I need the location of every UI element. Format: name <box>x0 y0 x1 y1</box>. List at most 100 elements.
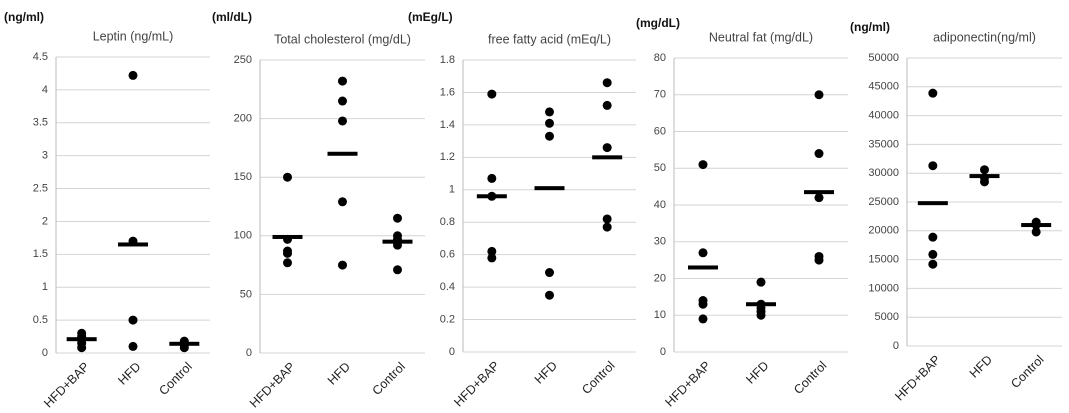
y-tick-label: 1 <box>42 281 48 293</box>
data-point <box>928 88 938 98</box>
x-tick-label: HFD+BAP <box>663 359 714 410</box>
data-point <box>928 161 938 171</box>
unit-label: (mEg/L) <box>408 10 453 24</box>
unit-label: (ng/ml) <box>850 20 890 34</box>
y-tick-label: 0 <box>660 346 666 358</box>
data-point <box>698 314 708 324</box>
data-point <box>814 255 824 265</box>
x-tick-label: HFD <box>967 353 995 381</box>
y-tick-label: 1 <box>449 184 455 196</box>
y-tick-label: 70 <box>654 89 666 101</box>
data-point <box>602 143 612 153</box>
data-point <box>487 89 497 99</box>
y-tick-label: 30 <box>654 236 666 248</box>
mean-bar <box>1021 223 1052 228</box>
mean-bar <box>969 174 1000 179</box>
data-point <box>1031 227 1041 237</box>
data-point <box>338 260 347 270</box>
data-point <box>698 299 708 309</box>
mean-bar <box>804 190 834 195</box>
y-tick-label: 0 <box>246 347 252 359</box>
data-point <box>128 70 138 80</box>
y-tick-label: 25000 <box>868 196 899 208</box>
data-point <box>283 258 292 268</box>
data-point <box>928 232 938 242</box>
data-point <box>928 259 938 269</box>
y-tick-label: 80 <box>654 52 666 64</box>
y-tick-label: 250 <box>234 54 252 66</box>
y-tick-label: 2 <box>42 215 48 227</box>
data-point <box>814 193 824 203</box>
mean-bar <box>272 234 303 239</box>
data-point <box>338 76 347 86</box>
y-tick-label: 0.6 <box>440 249 455 261</box>
x-tick-label: Control <box>370 360 408 398</box>
x-tick-label: Control <box>1008 353 1046 391</box>
mean-bar <box>169 341 200 346</box>
x-tick-label: HFD <box>325 360 353 388</box>
y-tick-label: 0.2 <box>440 313 455 325</box>
y-tick-label: 10000 <box>868 282 899 294</box>
y-tick-label: 4 <box>42 84 48 96</box>
chart-title: Leptin (ng/mL) <box>93 29 174 43</box>
data-point <box>545 107 554 117</box>
y-tick-label: 35000 <box>868 138 899 150</box>
mean-bar <box>592 155 623 160</box>
data-point <box>487 173 497 183</box>
y-tick-label: 20 <box>654 272 666 284</box>
y-tick-label: 1.4 <box>440 119 455 131</box>
data-point <box>393 265 402 275</box>
y-tick-label: 0 <box>893 340 899 352</box>
x-tick-label: HFD <box>532 359 560 387</box>
chart-title: adiponectin(ng/ml) <box>933 30 1036 44</box>
y-tick-label: 0 <box>449 346 455 358</box>
y-tick-label: 4.5 <box>33 51 48 63</box>
data-point <box>545 118 554 128</box>
y-tick-label: 50 <box>654 162 666 174</box>
data-point <box>980 177 989 187</box>
chart-title: Neutral fat (mg/dL) <box>709 30 813 44</box>
data-point <box>338 116 347 126</box>
data-point <box>756 277 766 287</box>
y-tick-label: 0 <box>42 347 48 359</box>
x-tick-label: HFD <box>743 359 771 387</box>
data-point <box>928 249 938 259</box>
data-point <box>338 197 347 207</box>
y-tick-label: 1.5 <box>33 248 48 260</box>
x-tick-label: HFD+BAP <box>247 360 298 411</box>
x-tick-label: HFD+BAP <box>451 359 502 410</box>
mean-bar <box>688 265 718 270</box>
y-tick-label: 1.8 <box>440 54 455 66</box>
y-tick-label: 40 <box>654 199 666 211</box>
data-point <box>128 315 138 325</box>
y-tick-label: 20000 <box>868 225 899 237</box>
mean-bar <box>327 151 358 156</box>
chart-title: Total cholesterol (mg/dL) <box>274 32 411 46</box>
x-tick-label: HFD+BAP <box>41 360 92 411</box>
data-point <box>602 100 612 110</box>
data-point <box>814 149 824 159</box>
data-point <box>602 78 612 88</box>
data-point <box>283 172 292 182</box>
x-tick-label: Control <box>156 360 194 398</box>
data-point <box>545 290 554 300</box>
unit-label: (ml/dL) <box>212 10 252 24</box>
y-tick-label: 1.6 <box>440 86 455 98</box>
y-tick-label: 0.4 <box>440 281 455 293</box>
y-tick-label: 1.2 <box>440 151 455 163</box>
mean-bar <box>746 302 776 307</box>
data-point <box>545 131 554 141</box>
data-point <box>814 90 824 100</box>
data-point <box>283 248 292 258</box>
y-tick-label: 50000 <box>868 52 899 64</box>
y-tick-label: 15000 <box>868 254 899 266</box>
data-point <box>545 268 554 278</box>
y-tick-label: 5000 <box>875 311 899 323</box>
mean-bar <box>382 239 413 244</box>
unit-label: (mg/dL) <box>636 16 680 30</box>
x-tick-label: HFD <box>115 360 143 388</box>
y-tick-label: 150 <box>234 171 252 183</box>
data-point <box>698 160 708 170</box>
data-point <box>77 343 87 353</box>
